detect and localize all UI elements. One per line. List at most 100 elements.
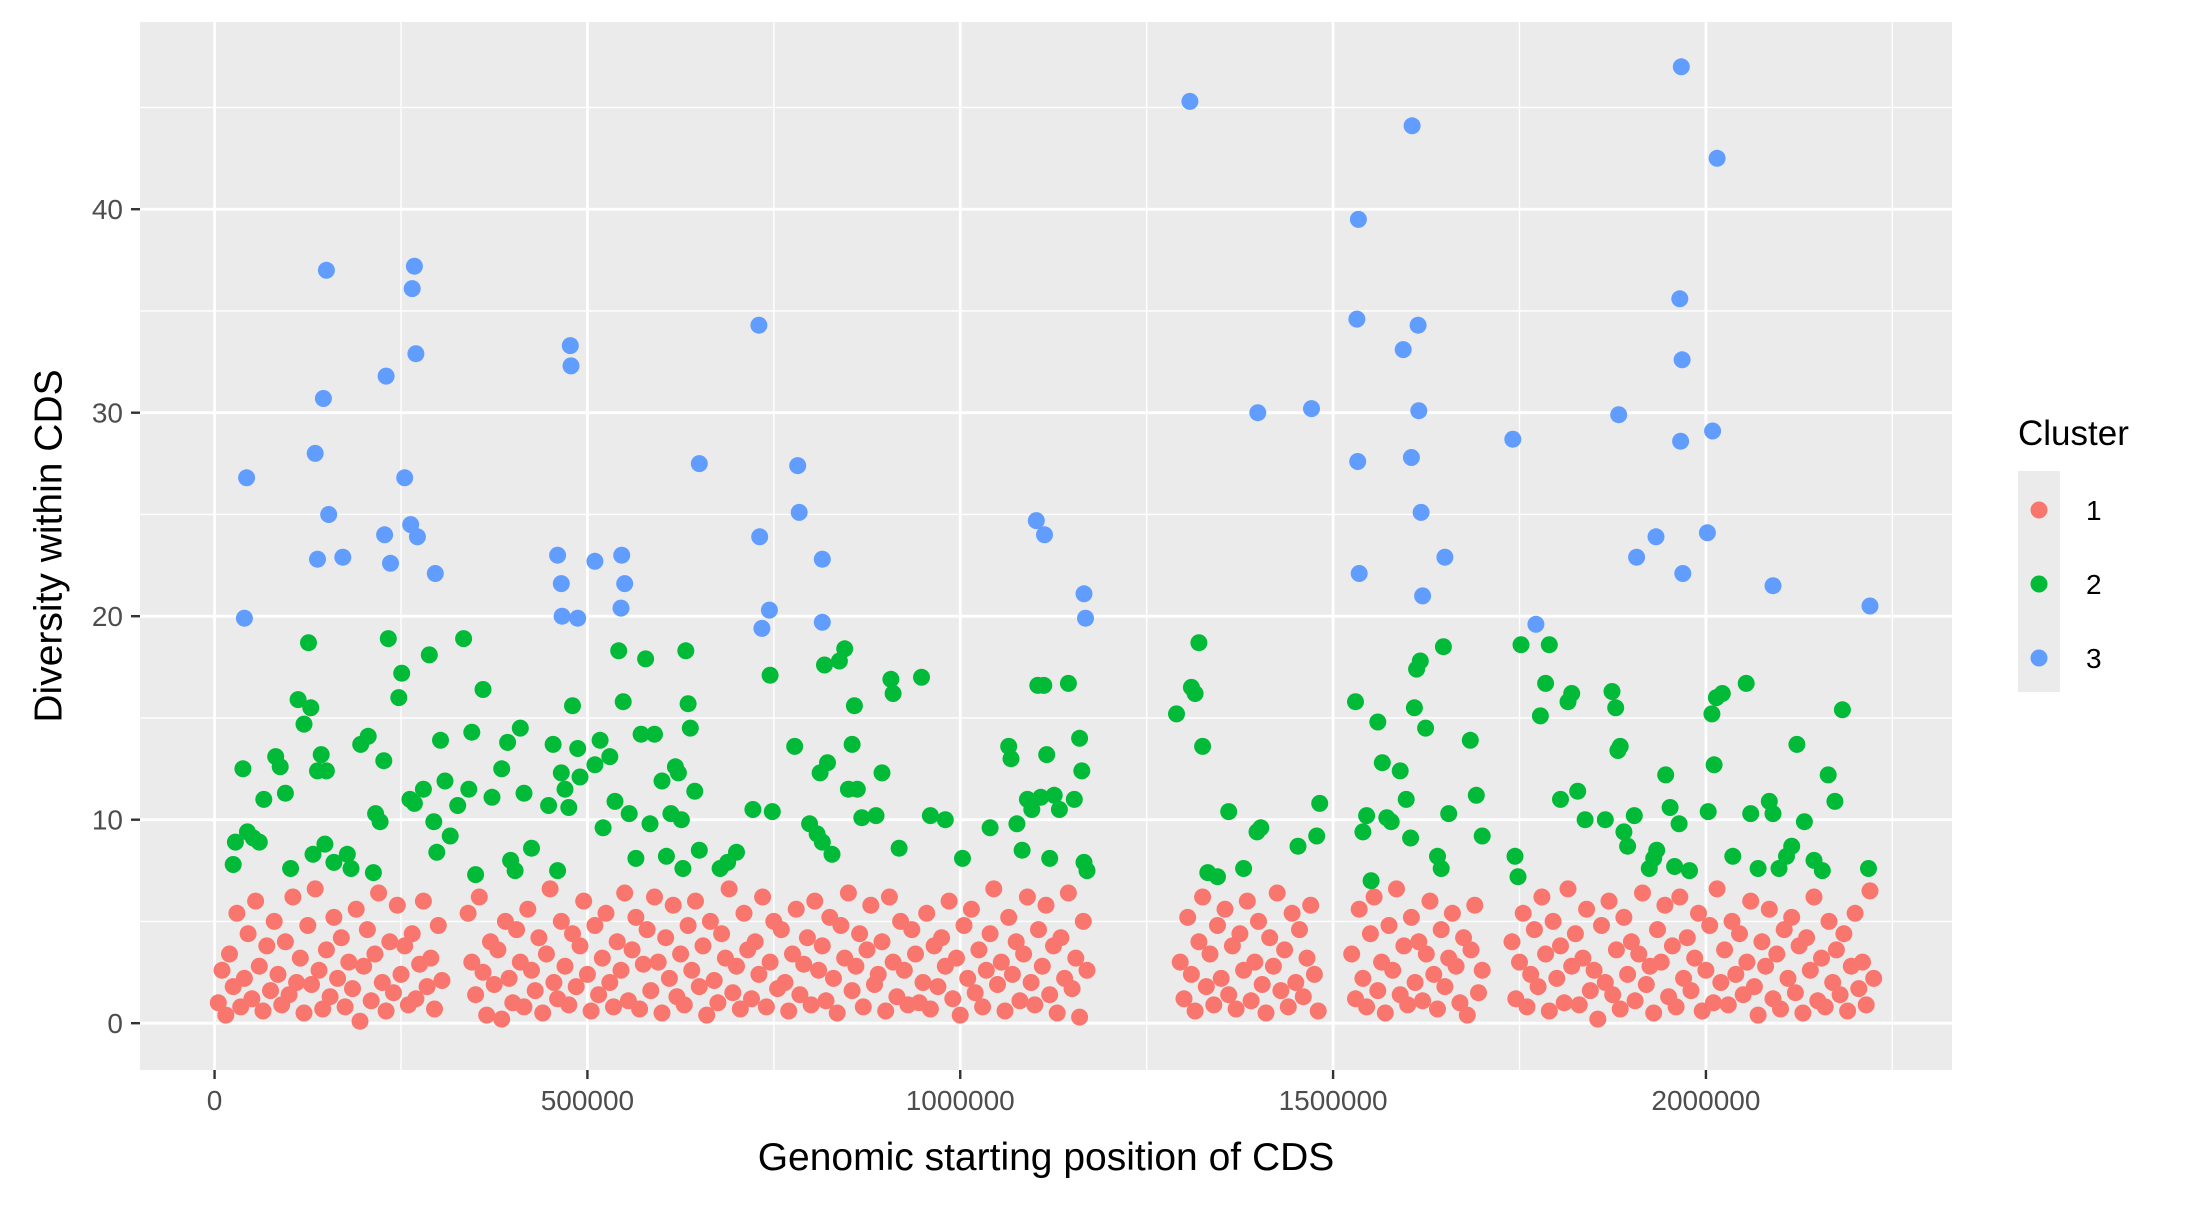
data-point [1537,674,1555,692]
data-point [1540,636,1558,654]
data-point [217,1006,235,1024]
data-point [1289,837,1307,855]
data-point [209,994,227,1012]
data-point [1302,896,1320,914]
data-point [1596,974,1614,991]
data-point [862,896,880,914]
data-point [1283,904,1301,922]
data-point [653,772,671,790]
data-point [1361,925,1379,943]
data-point [686,782,704,800]
data-point [432,731,449,749]
data-point [390,689,408,707]
data-point [1048,1004,1066,1022]
data-point [1682,982,1700,1000]
data-point [1073,762,1091,780]
data-point [1671,290,1689,308]
data-point [530,929,548,947]
data-point [370,884,388,902]
data-point [381,933,399,951]
data-point [314,390,332,407]
data-point [441,827,459,845]
data-point [594,819,612,837]
data-point [1008,815,1026,833]
data-point [234,760,252,778]
data-point [921,807,939,825]
data-point [247,892,265,910]
data-point [608,933,626,951]
data-point [213,961,231,979]
data-point [303,976,320,993]
data-point [1455,929,1473,947]
data-point [351,1012,369,1030]
data-point [1434,638,1452,656]
data-point [660,969,678,987]
data-point [1607,941,1625,959]
data-point [1380,917,1398,934]
data-point [545,974,563,991]
data-point [836,640,854,658]
data-point [1041,986,1059,1004]
data-point [436,772,454,790]
data-point [373,974,391,991]
data-point [420,646,438,664]
data-point [1723,912,1741,930]
data-point [228,904,246,922]
data-point [295,715,313,733]
data-point [1681,862,1698,880]
data-point [690,455,708,473]
x-tick-label: 1000000 [906,1085,1015,1116]
data-point [1801,961,1819,979]
data-point [851,925,869,943]
data-point [1388,880,1405,898]
data-point [1753,933,1771,951]
data-point [1252,819,1270,837]
data-point [1399,996,1417,1014]
data-point [408,528,426,546]
data-point [1261,929,1279,947]
data-point [760,601,778,619]
data-point [813,833,831,851]
data-point [1231,925,1249,943]
data-point [1820,912,1838,930]
data-point [828,1004,846,1022]
data-point [226,833,244,851]
data-point [713,925,731,943]
data-point [1630,945,1648,963]
data-point [634,955,652,973]
data-point [728,843,745,861]
y-axis-title: Diversity within CDS [28,369,71,722]
data-point [914,974,932,991]
data-point [1369,982,1387,1000]
data-point [582,1002,600,1020]
data-point [1410,933,1428,951]
data-point [679,695,697,713]
data-point [1181,92,1199,110]
data-point [1242,992,1260,1010]
data-point [847,957,865,975]
data-point [823,845,841,863]
data-point [1770,860,1788,877]
data-point [687,892,704,910]
data-point [578,965,596,983]
data-point [1607,699,1625,717]
data-point [1190,634,1208,652]
data-point [1670,815,1688,833]
data-point [1075,585,1093,603]
legend-item-1: 1 [2030,495,2102,526]
x-tick-label: 0 [207,1085,223,1116]
data-point [523,839,540,857]
data-point [407,990,425,1008]
data-point [1194,888,1212,906]
data-point [1861,597,1879,615]
x-tick-label: 2000000 [1651,1085,1760,1116]
data-point [250,833,268,851]
data-point [414,892,432,910]
data-point [302,699,320,717]
data-point [701,912,719,930]
data-point [1742,892,1760,910]
data-point [515,784,533,802]
data-point [601,748,619,766]
data-point [1703,705,1721,723]
data-point [1531,707,1549,725]
